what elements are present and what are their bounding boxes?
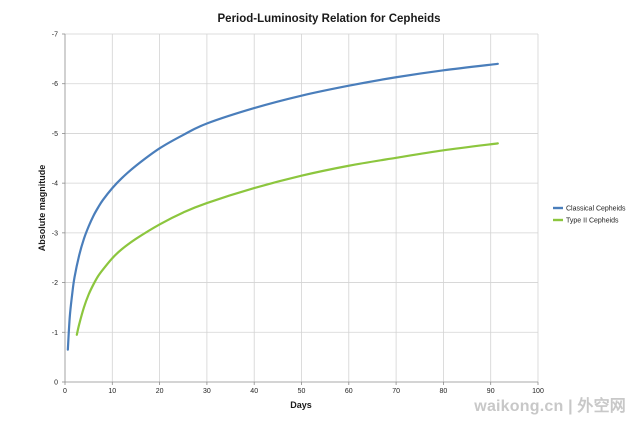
chart-title: Period-Luminosity Relation for Cepheids <box>218 13 441 25</box>
x-tick-label: 60 <box>345 388 353 395</box>
x-tick-label: 70 <box>392 388 400 395</box>
watermark: waikong.cn | 外空网 <box>474 398 626 415</box>
series-lines <box>66 62 499 351</box>
x-tick-label: 90 <box>487 388 495 395</box>
y-tick-label: -5 <box>52 131 58 138</box>
y-tick-label: 0 <box>54 380 58 387</box>
grid <box>65 33 539 382</box>
x-axis-label: Days <box>290 400 312 410</box>
series-line-type-ii-cepheids <box>75 142 499 336</box>
y-tick-labels: 0 -1 -2 -3 -4 -5 -6 -7 <box>52 32 58 387</box>
x-tick-label: 20 <box>156 388 164 395</box>
x-tick-labels: 0 10 20 30 40 50 60 70 80 90 100 <box>63 388 544 395</box>
y-tick-label: -4 <box>52 181 58 188</box>
y-tick-label: -7 <box>52 32 58 39</box>
legend-label-classical-cepheids: Classical Cepheids <box>566 206 626 213</box>
y-tick-label: -2 <box>52 280 58 287</box>
x-tick-label: 40 <box>250 388 258 395</box>
y-tick-label: -6 <box>52 81 58 88</box>
x-tick-label: 50 <box>298 388 306 395</box>
x-tick-label: 0 <box>63 388 67 395</box>
axes <box>62 33 539 385</box>
y-tick-label: -3 <box>52 230 58 237</box>
y-axis-label: Absolute magnitude <box>37 165 47 252</box>
legend: Classical Cepheids Type II Cepheids <box>553 206 626 225</box>
y-tick-label: -1 <box>52 330 58 337</box>
x-tick-label: 80 <box>440 388 448 395</box>
x-tick-label: 100 <box>532 388 544 395</box>
legend-label-type-ii-cepheids: Type II Cepheids <box>566 218 619 225</box>
x-tick-label: 10 <box>108 388 116 395</box>
x-tick-label: 30 <box>203 388 211 395</box>
series-line-classical-cepheids <box>66 62 499 351</box>
